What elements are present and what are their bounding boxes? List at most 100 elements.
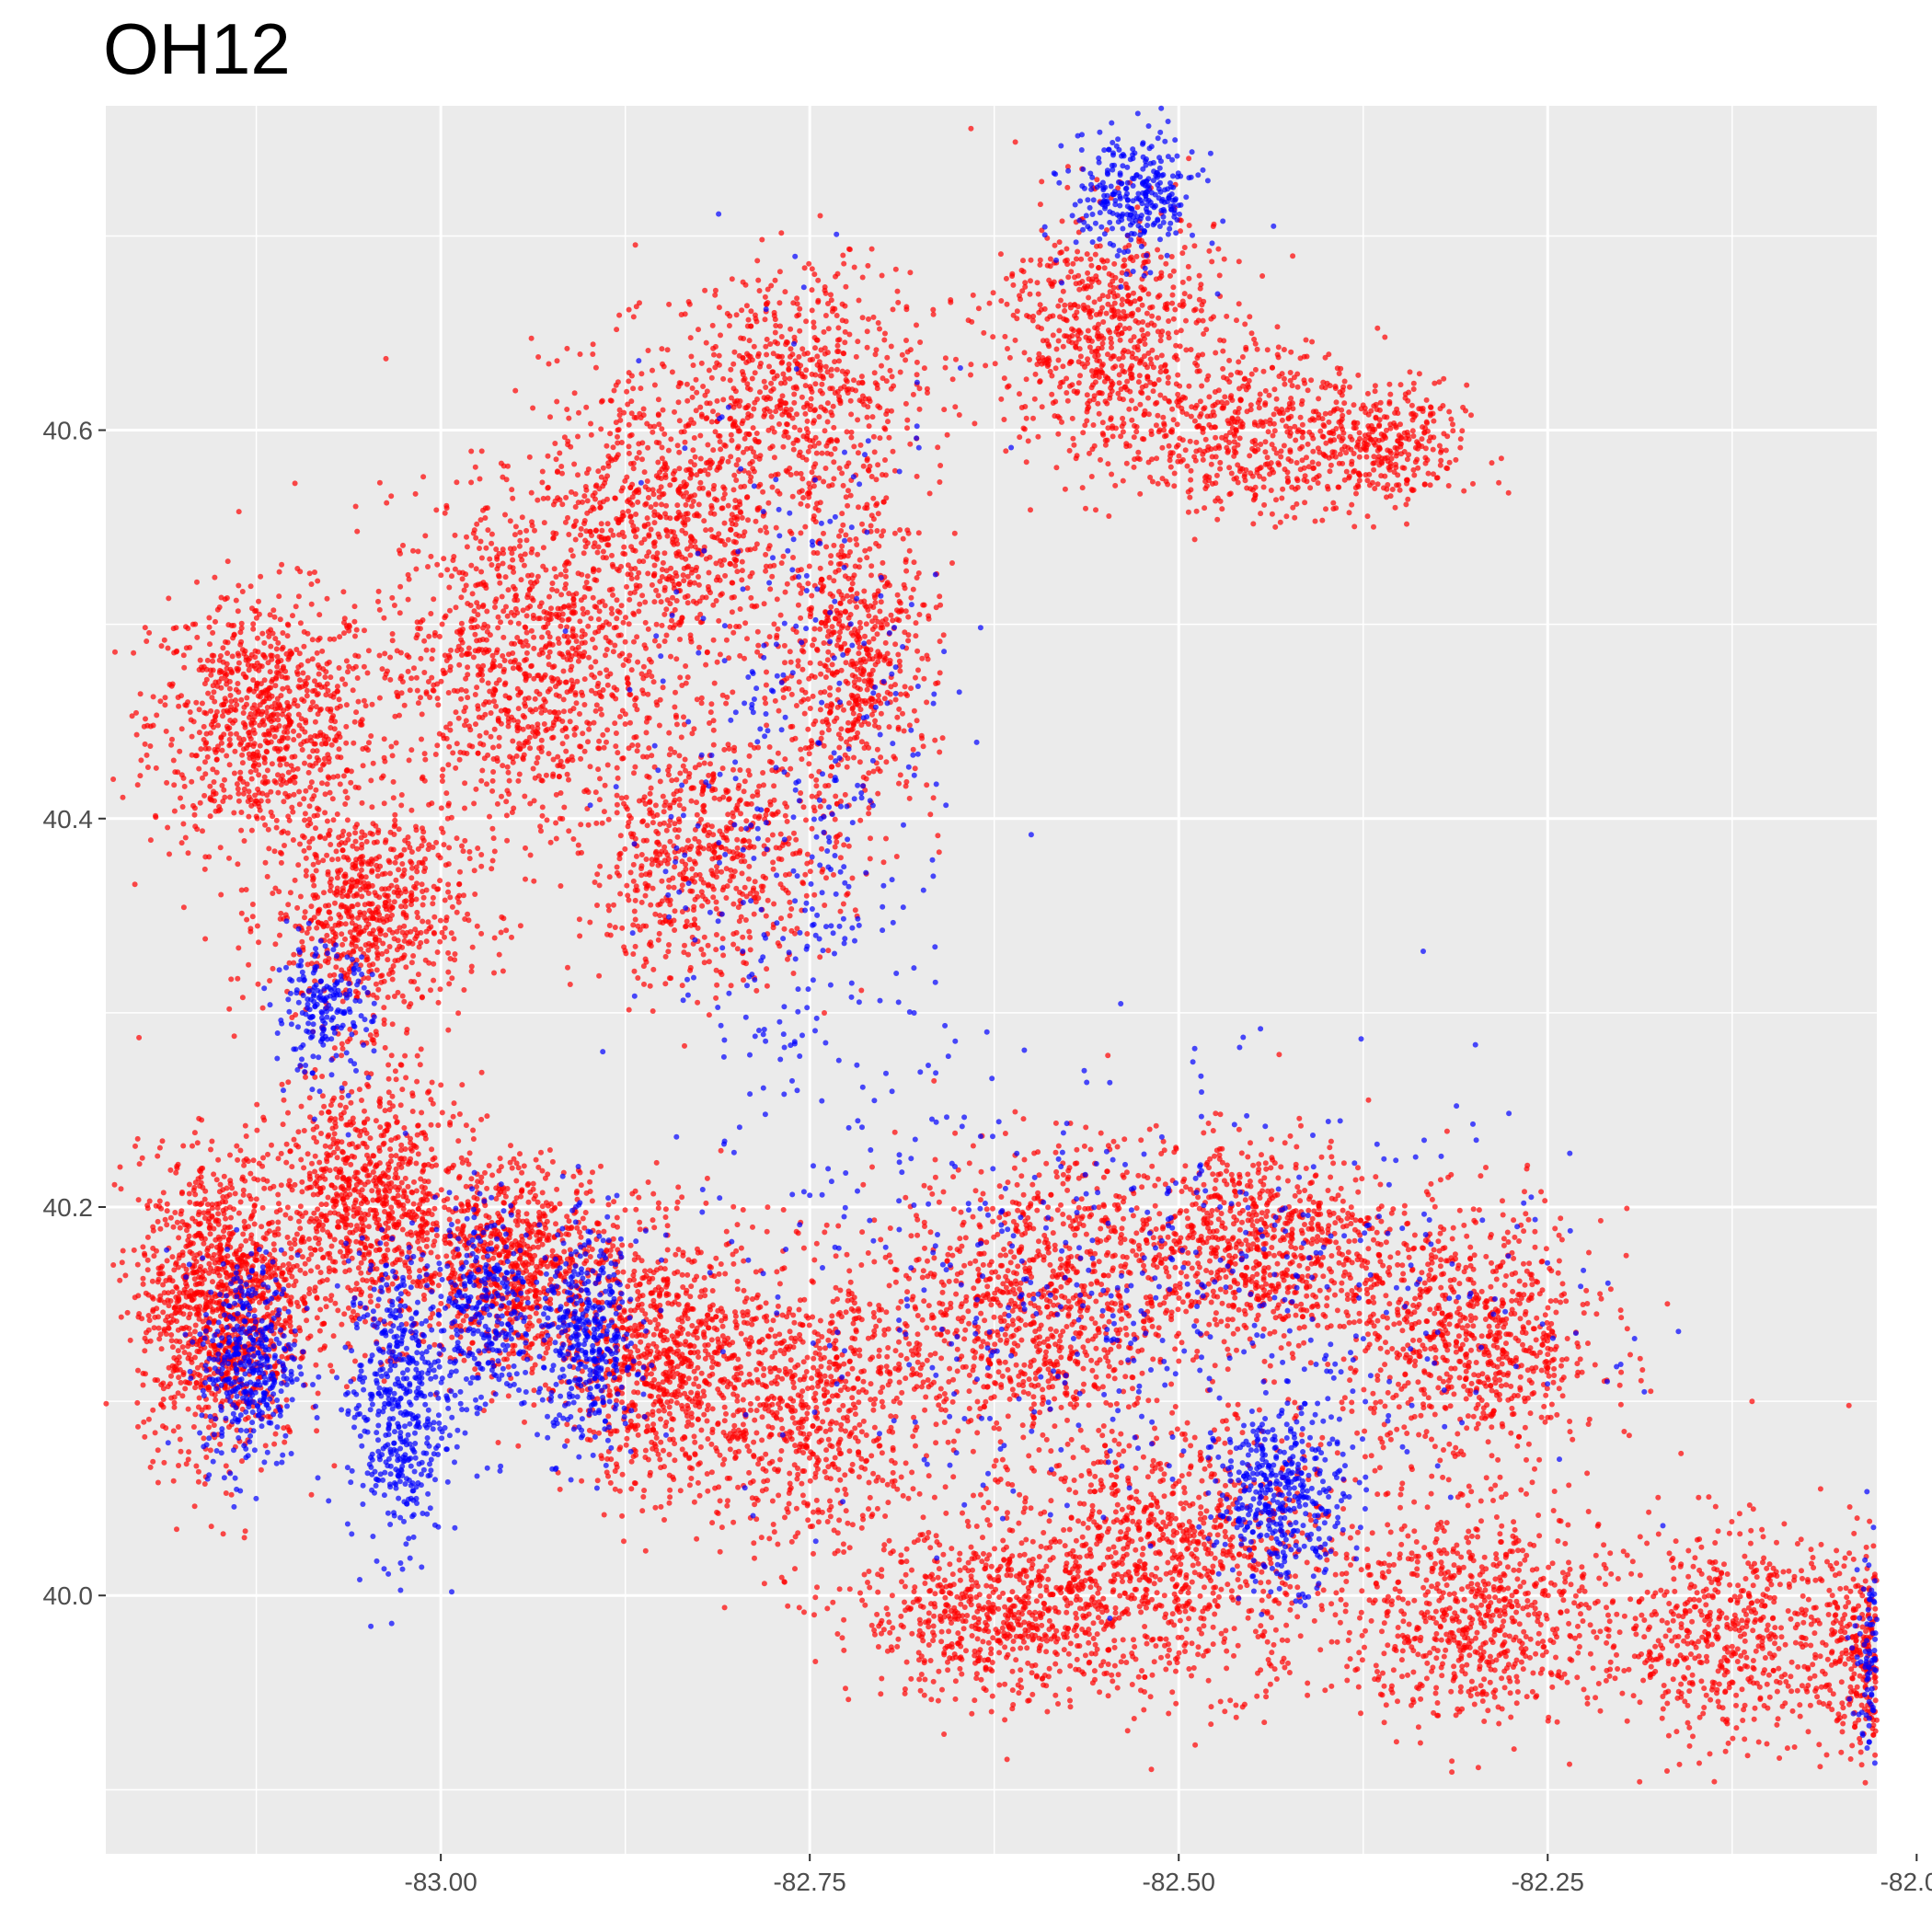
scatter-point bbox=[817, 803, 823, 810]
scatter-point bbox=[277, 746, 283, 753]
scatter-point bbox=[230, 635, 236, 641]
scatter-point bbox=[745, 411, 752, 417]
scatter-point bbox=[801, 265, 808, 271]
scatter-point bbox=[181, 664, 188, 671]
scatter-point bbox=[841, 553, 847, 559]
scatter-point bbox=[652, 802, 659, 809]
scatter-point bbox=[738, 510, 744, 516]
scatter-point bbox=[736, 533, 742, 539]
scatter-point bbox=[746, 431, 752, 437]
scatter-point bbox=[539, 703, 546, 709]
scatter-point bbox=[328, 926, 335, 932]
scatter-point bbox=[849, 705, 856, 711]
scatter-point bbox=[322, 684, 328, 690]
scatter-point bbox=[319, 780, 325, 787]
scatter-point bbox=[747, 461, 753, 467]
scatter-point bbox=[646, 532, 652, 538]
scatter-point bbox=[581, 521, 587, 526]
scatter-point bbox=[516, 725, 523, 731]
scatter-point bbox=[651, 599, 658, 605]
scatter-point bbox=[617, 714, 623, 719]
scatter-point bbox=[822, 428, 828, 434]
scatter-point bbox=[871, 370, 878, 376]
scatter-point bbox=[910, 746, 916, 753]
scatter-point bbox=[144, 765, 151, 770]
scatter-point bbox=[949, 560, 955, 566]
scatter-point bbox=[328, 725, 334, 730]
scatter-point bbox=[308, 903, 315, 910]
scatter-point bbox=[755, 642, 762, 649]
scatter-point bbox=[187, 709, 193, 715]
scatter-point bbox=[602, 536, 608, 543]
scatter-point bbox=[814, 353, 821, 360]
scatter-point bbox=[730, 538, 737, 545]
scatter-point bbox=[836, 358, 842, 364]
scatter-point bbox=[550, 535, 557, 541]
scatter-point bbox=[471, 625, 477, 631]
scatter-point bbox=[383, 932, 389, 938]
scatter-point bbox=[501, 682, 508, 688]
scatter-point bbox=[441, 735, 447, 742]
scatter-point bbox=[273, 824, 280, 831]
scatter-point bbox=[634, 707, 640, 713]
scatter-point bbox=[778, 334, 785, 339]
scatter-point bbox=[588, 420, 593, 427]
scatter-point bbox=[655, 937, 661, 943]
scatter-point bbox=[458, 620, 465, 627]
scatter-point bbox=[880, 499, 887, 505]
scatter-point bbox=[558, 790, 564, 796]
scatter-point bbox=[702, 467, 708, 474]
scatter-point bbox=[157, 698, 164, 705]
scatter-point bbox=[240, 719, 247, 726]
scatter-point bbox=[545, 485, 551, 491]
scatter-point bbox=[546, 611, 553, 617]
scatter-point bbox=[836, 466, 843, 471]
scatter-point bbox=[696, 574, 701, 580]
scatter-point bbox=[659, 501, 664, 508]
scatter-point bbox=[840, 351, 846, 356]
scatter-point bbox=[462, 805, 467, 811]
scatter-point bbox=[663, 632, 670, 638]
scatter-point bbox=[924, 652, 930, 659]
scatter-point bbox=[358, 867, 364, 873]
scatter-point bbox=[870, 495, 877, 501]
scatter-point bbox=[367, 1032, 374, 1039]
scatter-point bbox=[776, 269, 783, 275]
scatter-point bbox=[275, 659, 282, 665]
scatter-point bbox=[250, 756, 257, 763]
scatter-point bbox=[913, 633, 919, 639]
scatter-point bbox=[852, 673, 858, 680]
scatter-point bbox=[712, 787, 719, 793]
scatter-point bbox=[276, 889, 282, 895]
scatter-point bbox=[256, 762, 262, 768]
scatter-point bbox=[638, 852, 645, 857]
scatter-point bbox=[729, 276, 735, 282]
scatter-point bbox=[512, 387, 519, 394]
scatter-point bbox=[511, 805, 517, 811]
scatter-point bbox=[585, 623, 592, 629]
scatter-point bbox=[914, 575, 920, 581]
scatter-point bbox=[834, 366, 840, 373]
scatter-point bbox=[607, 431, 614, 437]
scatter-point bbox=[641, 523, 648, 530]
scatter-point bbox=[842, 791, 848, 798]
scatter-point bbox=[290, 809, 296, 815]
scatter-point bbox=[466, 650, 473, 657]
scatter-point bbox=[221, 708, 227, 714]
scatter-point bbox=[608, 605, 615, 612]
scatter-point bbox=[523, 650, 530, 656]
scatter-point bbox=[625, 571, 631, 578]
scatter-point bbox=[837, 610, 844, 616]
scatter-point bbox=[817, 500, 823, 506]
scatter-point bbox=[885, 419, 891, 425]
scatter-point bbox=[872, 600, 879, 605]
scatter-point bbox=[860, 774, 867, 780]
scatter-point bbox=[305, 658, 311, 664]
scatter-point bbox=[408, 892, 415, 899]
scatter-point bbox=[500, 669, 507, 675]
scatter-point bbox=[853, 353, 859, 360]
scatter-point bbox=[913, 620, 919, 627]
scatter-point bbox=[663, 827, 670, 834]
scatter-point bbox=[171, 650, 178, 656]
scatter-point bbox=[626, 450, 632, 456]
